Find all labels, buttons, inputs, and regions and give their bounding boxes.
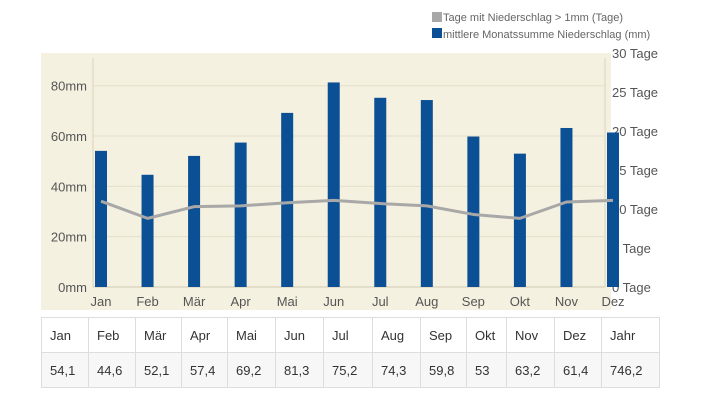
table-header-cell: Dez bbox=[554, 317, 602, 353]
table-header-cell: Mai bbox=[227, 317, 276, 353]
climate-chart: 0mm 20mm 40mm 60mm 80mm 0 Tage 5 Tage 10 Tage 15… bbox=[41, 12, 658, 310]
precip-bar bbox=[607, 132, 619, 287]
x-tick-label: Dez bbox=[601, 294, 624, 309]
table-header-cell: Apr bbox=[181, 317, 228, 353]
table-header-cell: Jahr bbox=[601, 317, 660, 353]
table-value-cell: 63,2 bbox=[506, 352, 555, 388]
precip-bar bbox=[327, 82, 340, 287]
legend-swatch-rain-days bbox=[432, 12, 442, 22]
precip-bar bbox=[188, 155, 201, 287]
table-header-cell: Okt bbox=[466, 317, 507, 353]
x-tick-label: Mai bbox=[277, 294, 298, 309]
precip-bar bbox=[467, 136, 480, 287]
table-value-cell: 746,2 bbox=[601, 352, 660, 388]
precip-bar bbox=[281, 112, 294, 287]
x-tick-label: Feb bbox=[136, 294, 158, 309]
table-value-cell: 69,2 bbox=[227, 352, 276, 388]
precip-bar bbox=[95, 150, 107, 287]
precip-bar bbox=[374, 97, 387, 287]
table-header-row: Jan Feb Mär Apr Mai Jun Jul Aug Sep Okt Nov Dez Jahr bbox=[41, 317, 660, 353]
precip-bar bbox=[560, 127, 573, 287]
y-left-tick-label: 80mm bbox=[51, 79, 87, 94]
precip-bar bbox=[234, 142, 247, 287]
x-tick-label: Jan bbox=[91, 294, 112, 309]
x-tick-label: Apr bbox=[231, 294, 252, 309]
legend-label-rain-days: Tage mit Niederschlag > 1mm (Tage) bbox=[443, 12, 623, 24]
table-value-cell: 57,4 bbox=[181, 352, 228, 388]
table-value-cell: 53 bbox=[466, 352, 507, 388]
y-left-tick-label: 40mm bbox=[51, 179, 87, 194]
table-header-cell: Nov bbox=[506, 317, 555, 353]
table-value-cell: 59,8 bbox=[420, 352, 467, 388]
table-value-cell: 81,3 bbox=[275, 352, 324, 388]
monthly-precipitation-table: Jan Feb Mär Apr Mai Jun Jul Aug Sep Okt Nov Dez Jahr… bbox=[41, 317, 660, 388]
x-tick-label: Nov bbox=[555, 294, 579, 309]
x-tick-label: Jul bbox=[372, 294, 389, 309]
y-right-tick-label: 0 Tage bbox=[612, 280, 651, 295]
y-right-tick-label: 10 Tage bbox=[612, 202, 658, 217]
legend-swatch-precipitation bbox=[432, 28, 442, 38]
y-right-tick-label: 15 Tage bbox=[612, 163, 658, 178]
table-value-cell: 54,1 bbox=[41, 352, 89, 388]
table-header-cell: Jun bbox=[275, 317, 324, 353]
table-value-cell: 61,4 bbox=[554, 352, 602, 388]
table-header-cell: Sep bbox=[420, 317, 467, 353]
y-right-tick-label: 20 Tage bbox=[612, 124, 658, 139]
y-left-tick-label: 0mm bbox=[58, 280, 87, 295]
table-value-cell: 74,3 bbox=[372, 352, 421, 388]
y-left-tick-label: 60mm bbox=[51, 129, 87, 144]
precip-bar bbox=[420, 100, 433, 288]
table-header-cell: Feb bbox=[88, 317, 136, 353]
table-header-cell: Jan bbox=[41, 317, 89, 353]
table-value-cell: 52,1 bbox=[135, 352, 182, 388]
x-tick-label: Aug bbox=[415, 294, 438, 309]
y-right-tick-label: 5 Tage bbox=[612, 241, 651, 256]
y-right-tick-label: 30 Tage bbox=[612, 46, 658, 61]
x-tick-label: Jun bbox=[323, 294, 344, 309]
legend-label-precipitation: mittlere Monatssumme Niederschlag (mm) bbox=[443, 29, 650, 41]
x-tick-label: Okt bbox=[510, 294, 531, 309]
table-header-cell: Aug bbox=[372, 317, 421, 353]
table-header-cell: Mär bbox=[135, 317, 182, 353]
x-tick-label: Sep bbox=[462, 294, 485, 309]
table-value-row: 54,1 44,6 52,1 57,4 69,2 81,3 75,2 74,3 59,8 53 63… bbox=[41, 352, 660, 388]
y-right-tick-label: 25 Tage bbox=[612, 85, 658, 100]
x-tick-label: Mär bbox=[183, 294, 206, 309]
rain-days-line bbox=[100, 198, 614, 220]
precip-bar bbox=[141, 174, 154, 287]
table-value-cell: 44,6 bbox=[88, 352, 136, 388]
y-left-tick-label: 20mm bbox=[51, 230, 87, 245]
table-header-cell: Jul bbox=[323, 317, 373, 353]
precip-bar bbox=[513, 153, 526, 287]
table-value-cell: 75,2 bbox=[323, 352, 373, 388]
